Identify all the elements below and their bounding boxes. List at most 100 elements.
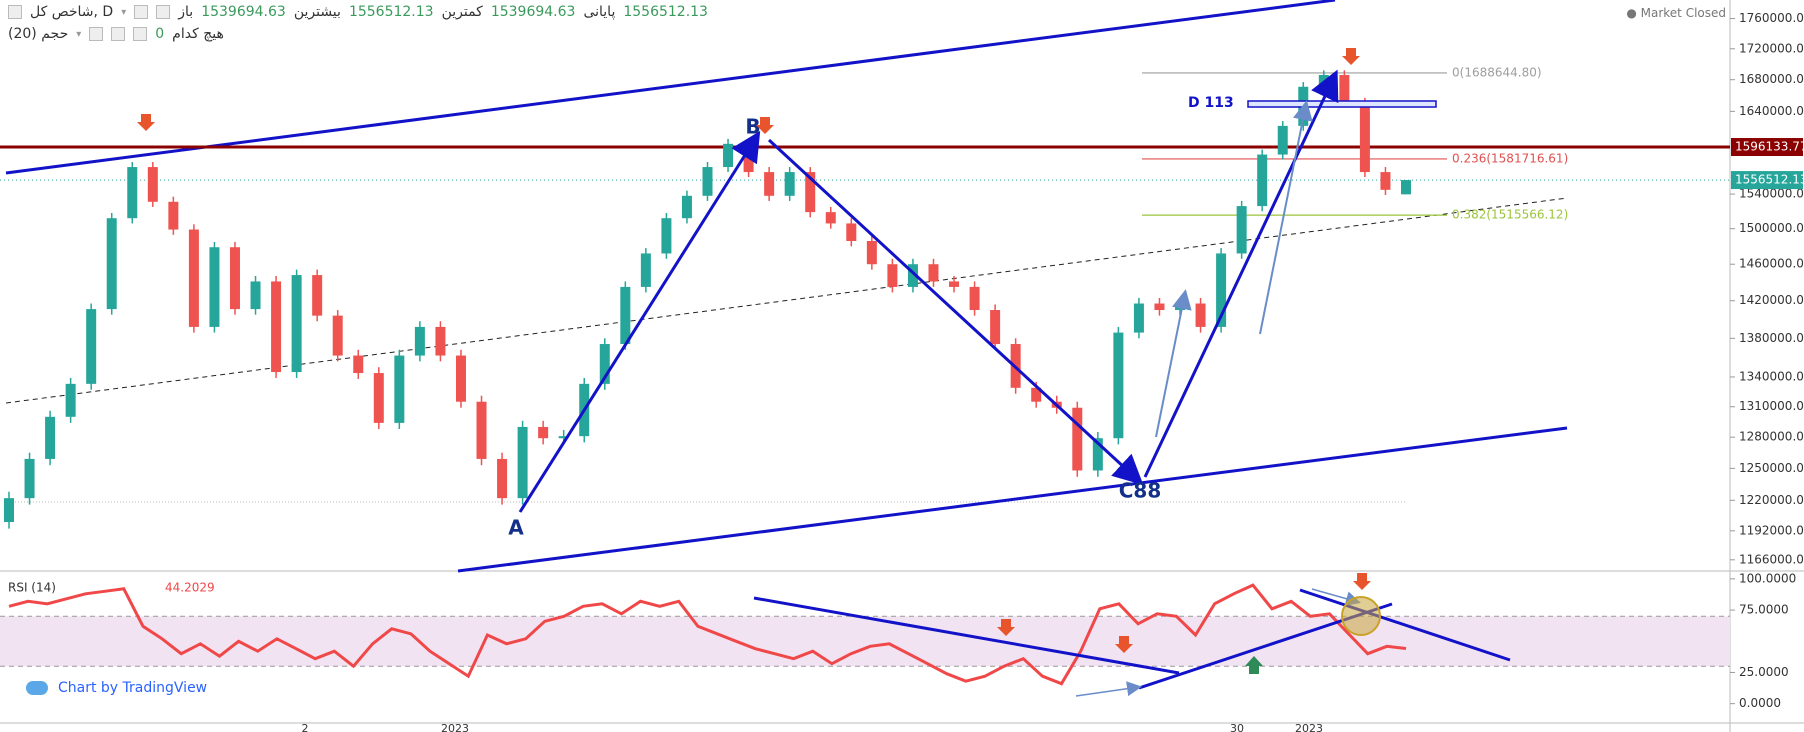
- candle-body: [1113, 332, 1124, 439]
- candle-body: [1318, 75, 1329, 87]
- icon[interactable]: [89, 27, 104, 41]
- icon[interactable]: [133, 27, 148, 41]
- candle-body: [1031, 387, 1042, 402]
- candle-body: [65, 383, 76, 417]
- x-tick-label: 2: [302, 722, 309, 732]
- branding[interactable]: Chart by TradingView: [18, 676, 216, 700]
- y-tick-label: 1420000.00: [1739, 293, 1804, 307]
- signal-arrow: [997, 619, 1015, 636]
- branding-text: Chart by TradingView: [58, 680, 208, 696]
- candle-body: [640, 253, 651, 287]
- candle-body: [497, 458, 508, 499]
- volume-header: حجم (20) ▾ 0 هیچ کدام: [8, 26, 224, 42]
- trend-line: [457, 426, 1568, 573]
- candle-body: [764, 172, 775, 196]
- y-tick-label: 1500000.00: [1739, 221, 1804, 235]
- fib-label: 0(1688644.80): [1452, 65, 1542, 79]
- candle-body: [1092, 438, 1103, 471]
- wave-label: A: [508, 516, 524, 540]
- candle-body: [1236, 206, 1247, 254]
- ohlc-value: 1539694.63: [201, 4, 286, 20]
- dropdown[interactable]: ▾: [121, 6, 127, 18]
- candle-body: [1380, 172, 1391, 190]
- candle-body: [229, 247, 240, 310]
- ohlc-value: 1556512.13: [623, 4, 708, 20]
- y-tick-label: 1460000.00: [1739, 257, 1804, 271]
- candle-body: [147, 167, 158, 202]
- candle-body: [784, 172, 795, 196]
- candle-body: [825, 212, 836, 224]
- fib-label: 0.236(1581716.61): [1452, 151, 1568, 165]
- wave-arrow: [767, 138, 1144, 486]
- candle-body: [394, 355, 405, 423]
- symbol: شاخص کل, D: [30, 4, 114, 20]
- volume-title: حجم (20): [8, 26, 69, 42]
- icon[interactable]: [156, 5, 171, 19]
- y-tick-label: 1760000.00: [1739, 11, 1804, 25]
- candle-body: [538, 426, 549, 439]
- y-tick-label: 1192000.00: [1739, 523, 1804, 537]
- candle-body: [188, 229, 199, 327]
- candle-body: [723, 143, 734, 168]
- candle-body: [1359, 102, 1370, 173]
- candle-body: [558, 436, 569, 439]
- candle-body: [1277, 125, 1288, 155]
- candle-body: [250, 281, 261, 310]
- dropdown[interactable]: ▾: [76, 28, 82, 40]
- candle-body: [45, 416, 56, 459]
- y-tick-label: 1640000.00: [1739, 104, 1804, 118]
- candle-body: [86, 309, 97, 384]
- candle-body: [928, 264, 939, 282]
- icon[interactable]: [111, 27, 126, 41]
- candle-body: [168, 201, 179, 230]
- candle-body: [1195, 303, 1206, 327]
- y-tick-label: 1720000.00: [1739, 41, 1804, 55]
- ohlc-label: کمترین: [441, 4, 483, 20]
- y-tick-label: 1380000.00: [1739, 331, 1804, 345]
- candle-body: [353, 355, 364, 374]
- candle-body: [805, 172, 816, 213]
- candle-body: [599, 344, 610, 384]
- icon[interactable]: [134, 5, 149, 19]
- candle-body: [517, 426, 528, 499]
- trend-line: [5, 197, 1568, 404]
- candle-body: [291, 275, 302, 373]
- price-label: 1596133.77: [1735, 140, 1804, 154]
- wave-label: B: [745, 115, 760, 139]
- highlight-circle: [1341, 596, 1381, 636]
- candle-body: [1257, 154, 1268, 207]
- collapse-icon[interactable]: [8, 5, 22, 19]
- candle-body: [1072, 407, 1083, 471]
- rsi-trend-line: [753, 596, 1180, 675]
- signal-arrow: [1342, 48, 1360, 65]
- y-tick-label: 1250000.00: [1739, 461, 1804, 475]
- y-tick-label: 1220000.00: [1739, 493, 1804, 507]
- candle-body: [414, 326, 425, 356]
- candle-body: [476, 401, 487, 459]
- signal-arrow: [1353, 573, 1371, 590]
- candle-body: [866, 241, 877, 265]
- candle-body: [1154, 303, 1165, 311]
- market-status: ● Market Closed: [1626, 6, 1726, 20]
- candle-body: [1216, 253, 1227, 327]
- candle-body: [620, 286, 631, 345]
- candle-body: [702, 167, 713, 196]
- y-tick-label: 1680000.00: [1739, 72, 1804, 86]
- y-tick-label: 0.0000: [1739, 696, 1781, 710]
- range-box: [1247, 100, 1437, 108]
- candle-body: [4, 498, 14, 523]
- rsi-value: 44.2029: [165, 581, 215, 595]
- y-tick-label: 1280000.00: [1739, 430, 1804, 444]
- y-tick-label: 1540000.00: [1739, 187, 1804, 201]
- candle-body: [661, 218, 672, 254]
- wave-arrow: [1143, 69, 1339, 478]
- x-tick-label: 30: [1230, 722, 1244, 732]
- minor-arrow: [1155, 289, 1192, 438]
- ohlc-value: 1556512.13: [348, 4, 434, 20]
- candle-body: [887, 264, 898, 287]
- y-tick-label: 1310000.00: [1739, 399, 1804, 413]
- candle-body: [907, 264, 918, 287]
- wave-label: C88: [1119, 479, 1162, 503]
- x-tick-label: 2023: [441, 722, 469, 732]
